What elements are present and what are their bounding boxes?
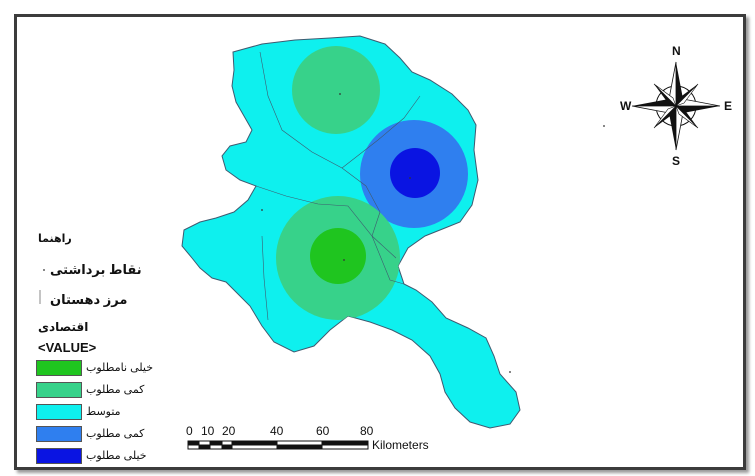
compass-rose [631,61,721,151]
legend-boundary: مرز دهستان [50,292,128,307]
compass-south-label: S [672,154,681,168]
legend-class-label: خیلی مطلوب [86,450,147,462]
legend-swatch [36,382,82,398]
legend-sample-points: نقاط برداشتی [50,262,142,277]
legend-swatch [36,448,82,464]
scale-bar [187,440,369,450]
compass-west-label: W [620,99,632,113]
legend-swatch [36,404,82,420]
scale-tick-label: 10 [201,424,215,438]
scale-tick-label: 0 [186,424,193,438]
legend-class-label: کمی مطلوب [86,428,145,440]
legend-title: راهنما [38,233,72,245]
scale-tick-label: 20 [222,424,236,438]
scale-tick-label: 40 [270,424,284,438]
legend-class-label: متوسط [86,406,121,418]
legend-value-header: <VALUE> [38,340,97,355]
legend-swatch [36,360,82,376]
zone-right-inner [390,148,440,198]
sample-points [261,93,605,373]
legend-point-symbol [43,269,45,271]
district-boundaries [255,51,421,321]
compass-north-label: N [672,44,681,58]
legend-layer-name: اقتصادی [38,320,89,334]
scale-unit: Kilometers [372,438,429,452]
zone-top-outer [292,46,380,134]
scale-tick-label: 80 [360,424,374,438]
legend-swatch [36,426,82,442]
legend-class-label: خیلی نامطلوب [86,362,153,374]
scale-tick-label: 60 [316,424,330,438]
zone-bottom-inner [310,228,366,284]
compass-east-label: E [724,99,733,113]
legend-class-label: کمی مطلوب [86,384,145,396]
